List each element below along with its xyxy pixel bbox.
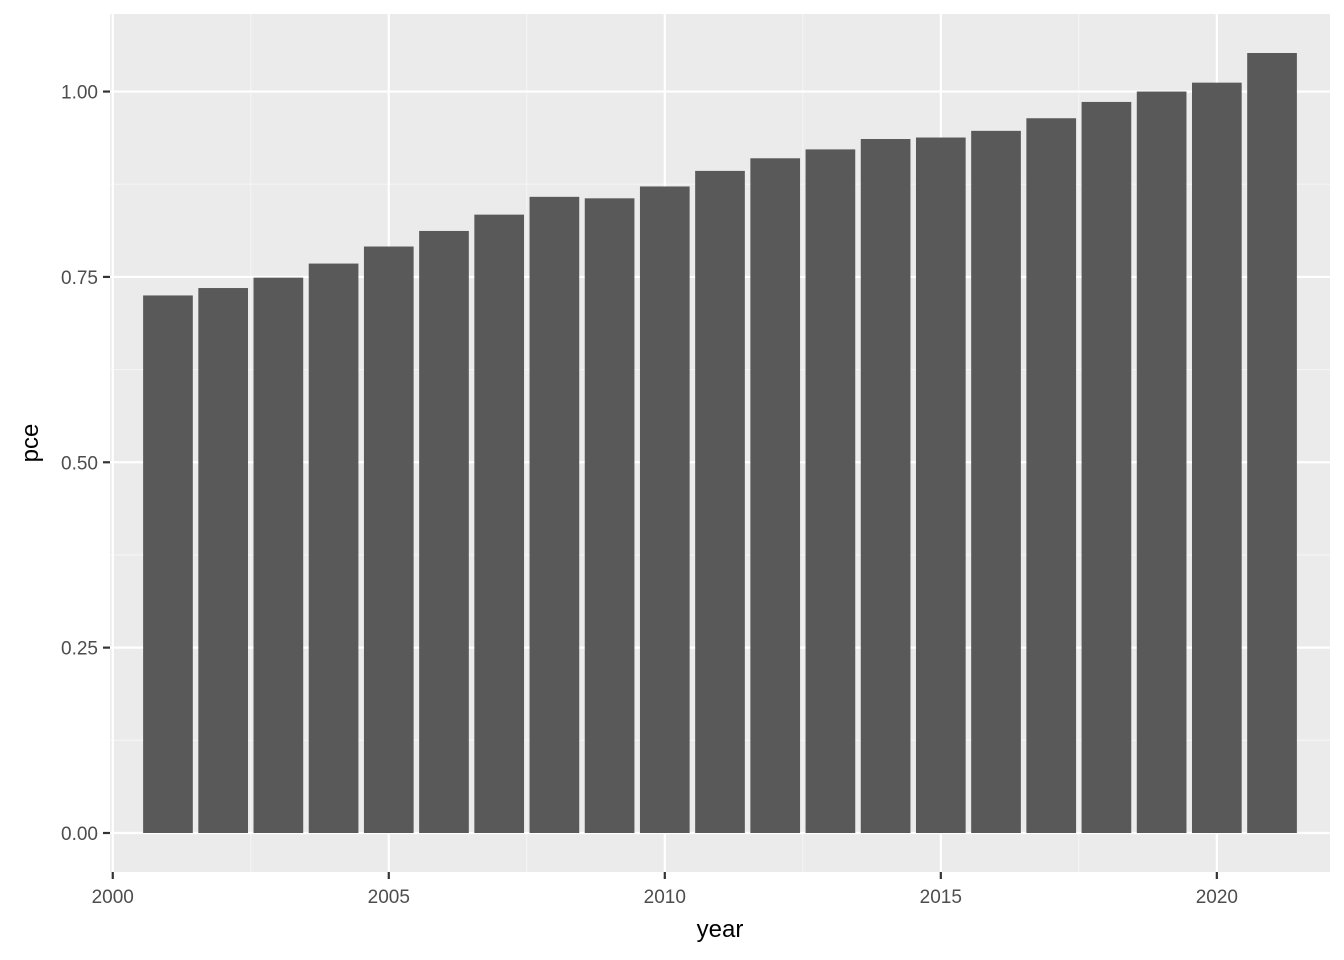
bar-2018 [1081,101,1132,833]
bars [143,53,1297,834]
bar-2009 [584,198,635,834]
bar-2017 [1026,118,1077,834]
y-axis-title: pce [17,424,44,463]
bar-2014 [860,139,911,834]
y-tick-label: 1.00 [61,83,98,104]
y-tick-label: 0.25 [61,639,98,660]
bar-2004 [308,263,359,834]
bar-2003 [253,277,304,833]
x-tick-label: 2010 [644,887,686,908]
bar-2001 [143,295,193,833]
bar-2008 [529,196,580,833]
x-tick-label: 2005 [368,887,410,908]
x-axis-title: year [697,916,744,943]
bar-2021 [1247,53,1297,833]
bar-2020 [1191,82,1242,834]
y-tick-label: 0.75 [61,268,98,289]
bar-2013 [805,149,856,834]
x-tick-label: 2020 [1196,887,1238,908]
bar-2019 [1136,91,1187,834]
bar-2012 [750,158,801,834]
bar-2016 [971,130,1021,834]
y-tick-label: 0.00 [61,824,98,845]
bar-2015 [915,137,966,833]
bar-2007 [474,214,525,833]
bar-2005 [363,246,414,834]
y-tick-label: 0.50 [61,453,98,474]
y-axis: 0.00 0.25 0.50 0.75 1.00 [61,83,110,845]
bar-2011 [695,170,745,833]
x-axis: 2000 2005 2010 2015 2020 [92,872,1238,908]
bar-2006 [419,230,469,833]
x-tick-label: 2015 [920,887,962,908]
bar-2002 [198,288,249,833]
bar-2010 [639,186,690,833]
x-tick-label: 2000 [92,887,134,908]
